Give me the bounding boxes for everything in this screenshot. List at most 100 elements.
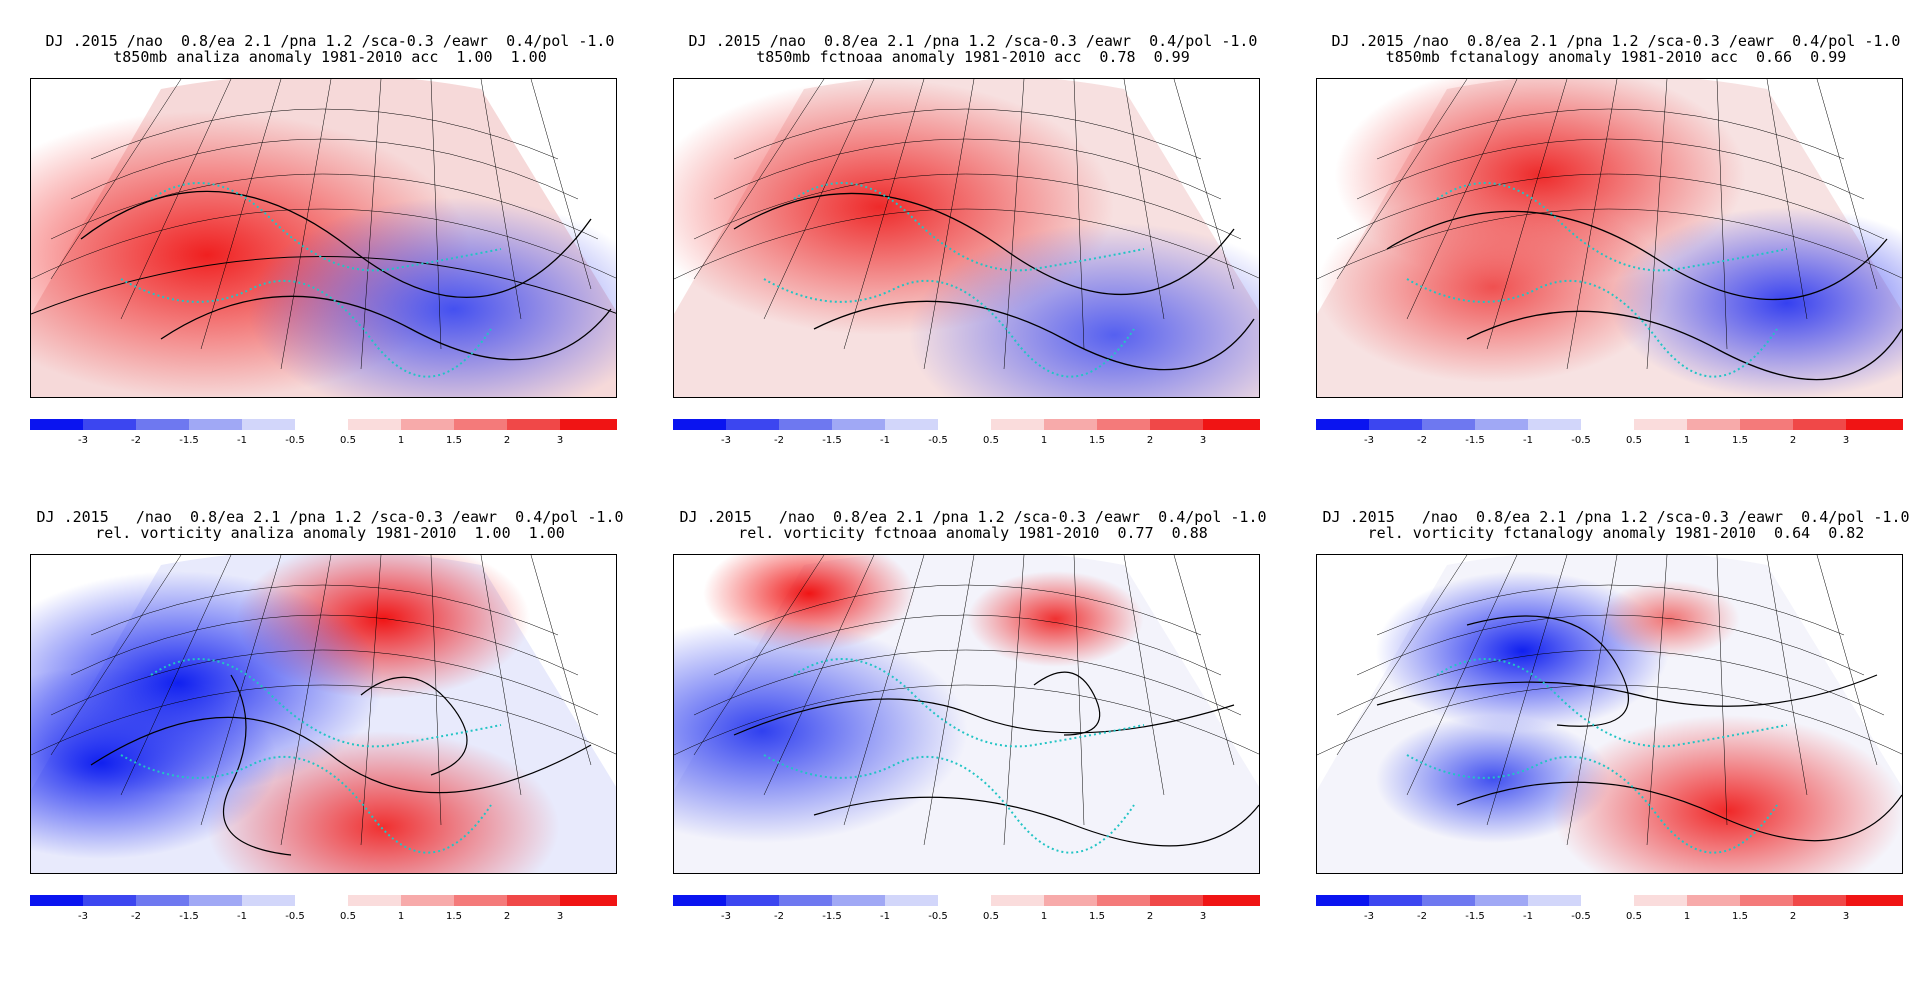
colorbar-label: 0.5 [340, 435, 356, 446]
colorbar-swatch [1150, 895, 1203, 906]
colorbar-label: 1 [1683, 435, 1691, 446]
map-frame [1316, 554, 1903, 874]
colorbar-swatch [1528, 895, 1581, 906]
colorbar-swatch [1740, 895, 1793, 906]
colorbar-swatch [136, 895, 189, 906]
colorbar-swatch [1422, 419, 1475, 430]
colorbar-swatch [779, 419, 832, 430]
colorbar-label: 2 [1789, 435, 1797, 446]
anomaly-map [674, 555, 1259, 873]
colorbar-swatch [560, 419, 617, 430]
colorbar-label: 0.5 [340, 911, 356, 922]
map-panel-t850-analiza: DJ .2015 /nao 0.8/ea 2.1 /pna 1.2 /sca-0… [30, 34, 630, 504]
panel-title-line2: rel. vorticity fctnoaa anomaly 1981-2010… [738, 524, 1208, 542]
colorbar-swatch [726, 419, 779, 430]
colorbar-swatch [1369, 895, 1422, 906]
colorbar-label: -1.5 [179, 435, 199, 446]
colorbar-label: 3 [556, 911, 564, 922]
colorbar-label: -2 [1417, 435, 1427, 446]
colorbar-label: 3 [1842, 911, 1850, 922]
colorbar-swatch [1097, 419, 1150, 430]
map-frame [30, 78, 617, 398]
colorbar-label: 1.5 [1089, 911, 1105, 922]
colorbar-label: -1.5 [1465, 435, 1485, 446]
colorbar-swatch [991, 419, 1044, 430]
colorbar-label: 3 [1842, 435, 1850, 446]
map-panel-vorticity-fctnoaa: DJ .2015 /nao 0.8/ea 2.1 /pna 1.2 /sca-0… [673, 510, 1273, 980]
colorbar-swatch [295, 895, 348, 906]
colorbar-swatch [401, 895, 454, 906]
colorbar-swatch [1097, 895, 1150, 906]
colorbar-swatch [832, 419, 885, 430]
colorbar-swatch [1369, 419, 1422, 430]
colorbar-swatch [1793, 895, 1846, 906]
colorbar-label: -1.5 [822, 435, 842, 446]
colorbar-swatch [189, 419, 242, 430]
colorbar-swatch [938, 419, 991, 430]
colorbar: -3 -2 -1.5 -1 -0.5 0.5 1 1.5 2 3 [673, 895, 1260, 925]
colorbar-swatch [938, 895, 991, 906]
colorbar-label: 1 [1040, 911, 1048, 922]
colorbar-swatch [83, 419, 136, 430]
colorbar-label: -2 [774, 435, 784, 446]
colorbar-label: -1.5 [179, 911, 199, 922]
colorbar-label: 2 [1789, 911, 1797, 922]
panel-title-line2: t850mb fctanalogy anomaly 1981-2010 acc … [1385, 48, 1847, 66]
colorbar: -3 -2 -1.5 -1 -0.5 0.5 1 1.5 2 3 [30, 895, 617, 925]
colorbar-swatch [348, 419, 401, 430]
colorbar-swatch [832, 895, 885, 906]
anomaly-map [674, 79, 1259, 397]
colorbar-label: 1 [397, 435, 405, 446]
colorbar-label: -3 [1364, 435, 1374, 446]
colorbar-swatch [295, 419, 348, 430]
colorbar-swatch [779, 895, 832, 906]
colorbar-swatch [560, 895, 617, 906]
colorbar-swatch [1634, 419, 1687, 430]
colorbar-swatch [401, 419, 454, 430]
colorbar-swatch [1150, 419, 1203, 430]
colorbar-swatch [454, 419, 507, 430]
colorbar-label: 1 [397, 911, 405, 922]
colorbar-label: 3 [556, 435, 564, 446]
colorbar-label: 0.5 [1626, 435, 1642, 446]
colorbar-swatch [507, 419, 560, 430]
colorbar-label: -0.5 [928, 911, 948, 922]
map-frame [30, 554, 617, 874]
colorbar-label: -2 [1417, 911, 1427, 922]
colorbar-swatch [726, 895, 779, 906]
panel-title-line1: DJ .2015 /nao 0.8/ea 2.1 /pna 1.2 /sca-0… [45, 32, 615, 50]
colorbar-swatch [1687, 419, 1740, 430]
colorbar-swatch [30, 895, 83, 906]
colorbar-label: 1 [1040, 435, 1048, 446]
anomaly-map [1317, 79, 1902, 397]
colorbar-swatch [348, 895, 401, 906]
colorbar-swatch [1581, 895, 1634, 906]
colorbar-swatch [242, 895, 295, 906]
colorbar-swatch [1740, 419, 1793, 430]
colorbar-swatch [1203, 895, 1260, 906]
colorbar-swatch [1846, 419, 1903, 430]
panel-title-line2: rel. vorticity analiza anomaly 1981-2010… [95, 524, 565, 542]
map-frame [673, 554, 1260, 874]
anomaly-map [1317, 555, 1902, 873]
colorbar-label: -1 [237, 435, 247, 446]
colorbar-swatch [1203, 419, 1260, 430]
panel-title-line1: DJ .2015 /nao 0.8/ea 2.1 /pna 1.2 /sca-0… [36, 508, 624, 526]
colorbar-swatch [885, 895, 938, 906]
colorbar-label: -0.5 [1571, 911, 1591, 922]
colorbar-swatch [1475, 419, 1528, 430]
colorbar-label: -0.5 [285, 435, 305, 446]
panel-title-line1: DJ .2015 /nao 0.8/ea 2.1 /pna 1.2 /sca-0… [1331, 32, 1901, 50]
colorbar-swatch [1044, 419, 1097, 430]
colorbar-swatch [454, 895, 507, 906]
colorbar-label: -3 [721, 911, 731, 922]
colorbar-swatch [1316, 419, 1369, 430]
colorbar-label: 2 [1146, 911, 1154, 922]
colorbar-label: 2 [503, 435, 511, 446]
colorbar-label: -3 [78, 911, 88, 922]
colorbar-label: -2 [131, 911, 141, 922]
colorbar-label: 0.5 [983, 435, 999, 446]
colorbar-swatch [189, 895, 242, 906]
map-panel-vorticity-analiza: DJ .2015 /nao 0.8/ea 2.1 /pna 1.2 /sca-0… [30, 510, 630, 980]
map-panel-t850-fctnoaa: DJ .2015 /nao 0.8/ea 2.1 /pna 1.2 /sca-0… [673, 34, 1273, 504]
